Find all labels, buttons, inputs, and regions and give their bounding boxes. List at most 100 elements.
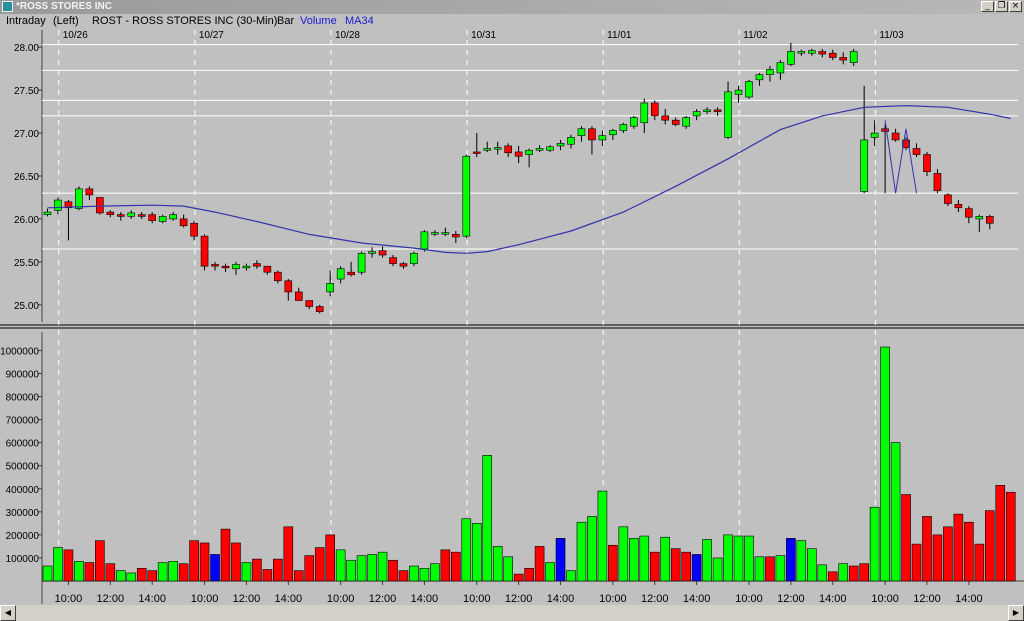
volume-bar bbox=[723, 534, 733, 582]
candle-body bbox=[828, 52, 837, 58]
candle-body bbox=[650, 102, 659, 117]
date-label: 10/26 bbox=[63, 30, 88, 41]
volume-bar bbox=[953, 513, 964, 582]
volume-bar bbox=[367, 554, 377, 582]
volume-bar bbox=[775, 555, 786, 582]
volume-bar bbox=[262, 569, 273, 582]
close-button[interactable]: × bbox=[1009, 1, 1022, 12]
candle-body bbox=[535, 148, 544, 151]
candle-body bbox=[493, 147, 502, 150]
volume-tick-label: 600000 bbox=[6, 439, 40, 450]
volume-bar bbox=[63, 549, 74, 582]
candle-body bbox=[389, 257, 397, 264]
candle-body bbox=[169, 214, 177, 220]
date-label: 11/03 bbox=[879, 30, 904, 41]
app-icon bbox=[2, 1, 13, 12]
candle-body bbox=[881, 128, 889, 132]
volume-bar bbox=[199, 542, 210, 582]
volume-bar bbox=[136, 568, 147, 582]
volume-bar bbox=[293, 570, 304, 582]
axis-side-label: (Left) bbox=[53, 15, 79, 27]
candle-body bbox=[870, 132, 879, 138]
volume-bar bbox=[869, 506, 880, 582]
time-label: 10:00 bbox=[191, 593, 219, 605]
candle-body bbox=[85, 188, 94, 196]
candle-body bbox=[671, 119, 680, 125]
candle-body bbox=[724, 91, 732, 138]
window-titlebar: *ROSS STORES INC _ ❐ × bbox=[0, 0, 1024, 14]
volume-bar bbox=[346, 559, 356, 582]
candle-body bbox=[431, 232, 439, 235]
volume-bar bbox=[765, 556, 775, 582]
candle-body bbox=[734, 89, 743, 95]
volume-bar bbox=[492, 546, 503, 582]
volume-bar bbox=[817, 564, 828, 582]
volume-tick-label: 900000 bbox=[6, 370, 40, 381]
time-label: 12:00 bbox=[913, 593, 941, 605]
candle-body bbox=[221, 265, 230, 269]
candle-body bbox=[483, 148, 492, 151]
time-label: 10:00 bbox=[599, 593, 627, 605]
candle-body bbox=[902, 139, 910, 148]
scroll-right-button[interactable]: ▶ bbox=[1008, 605, 1024, 621]
volume-bar bbox=[95, 540, 105, 582]
volume-bar bbox=[712, 557, 723, 582]
volume-bar bbox=[691, 554, 702, 582]
candle-body bbox=[630, 117, 638, 127]
candle-body bbox=[860, 139, 868, 192]
volume-bar bbox=[932, 534, 943, 582]
volume-bar bbox=[796, 540, 807, 582]
candle-body bbox=[713, 109, 722, 112]
time-label: 10:00 bbox=[327, 593, 355, 605]
candle-body bbox=[849, 51, 858, 63]
ma34-line bbox=[47, 104, 1011, 254]
date-label: 10/28 bbox=[335, 30, 360, 41]
volume-bar bbox=[911, 543, 922, 582]
volume-bar bbox=[608, 544, 618, 582]
candle-body bbox=[567, 137, 575, 145]
volume-bar bbox=[597, 490, 608, 582]
candle-body bbox=[525, 149, 533, 155]
candle-body bbox=[253, 263, 261, 267]
interval-label: Intraday bbox=[6, 15, 46, 27]
volume-bar bbox=[220, 528, 231, 582]
time-label: 14:00 bbox=[819, 593, 847, 605]
horizontal-scrollbar[interactable]: ◀ ▶ bbox=[0, 605, 1024, 621]
restore-button[interactable]: ❐ bbox=[995, 1, 1008, 12]
candle-body bbox=[116, 214, 125, 217]
ma34-spike bbox=[884, 120, 917, 194]
candle-body bbox=[368, 251, 376, 254]
candle-body bbox=[933, 173, 942, 191]
candle-body bbox=[923, 154, 931, 173]
volume-bar bbox=[786, 538, 796, 582]
candle-body bbox=[776, 62, 785, 74]
volume-bar bbox=[157, 562, 168, 582]
volume-bar bbox=[827, 571, 838, 582]
candle-body bbox=[305, 300, 314, 307]
candle-body bbox=[891, 132, 900, 141]
candle-body bbox=[106, 211, 115, 215]
time-label: 10:00 bbox=[871, 593, 899, 605]
volume-bar bbox=[848, 565, 859, 582]
candle-body bbox=[692, 111, 701, 117]
scroll-left-button[interactable]: ◀ bbox=[0, 605, 16, 621]
volume-bar bbox=[744, 535, 754, 582]
candle-body bbox=[787, 51, 795, 65]
volume-bar bbox=[670, 548, 681, 582]
volume-bar bbox=[838, 563, 849, 582]
volume-bar bbox=[995, 485, 1006, 582]
time-label: 14:00 bbox=[683, 593, 711, 605]
candle-body bbox=[294, 291, 303, 301]
candle-body bbox=[399, 263, 408, 267]
volume-bar bbox=[555, 538, 566, 582]
candle-body bbox=[326, 283, 334, 293]
volume-bar bbox=[105, 563, 116, 582]
candle-body bbox=[190, 222, 198, 237]
time-label: 10:00 bbox=[55, 593, 83, 605]
volume-bar bbox=[754, 556, 765, 582]
candle-body bbox=[985, 216, 994, 224]
minimize-button[interactable]: _ bbox=[981, 1, 994, 12]
time-label: 12:00 bbox=[777, 593, 805, 605]
candle-body bbox=[556, 143, 565, 147]
